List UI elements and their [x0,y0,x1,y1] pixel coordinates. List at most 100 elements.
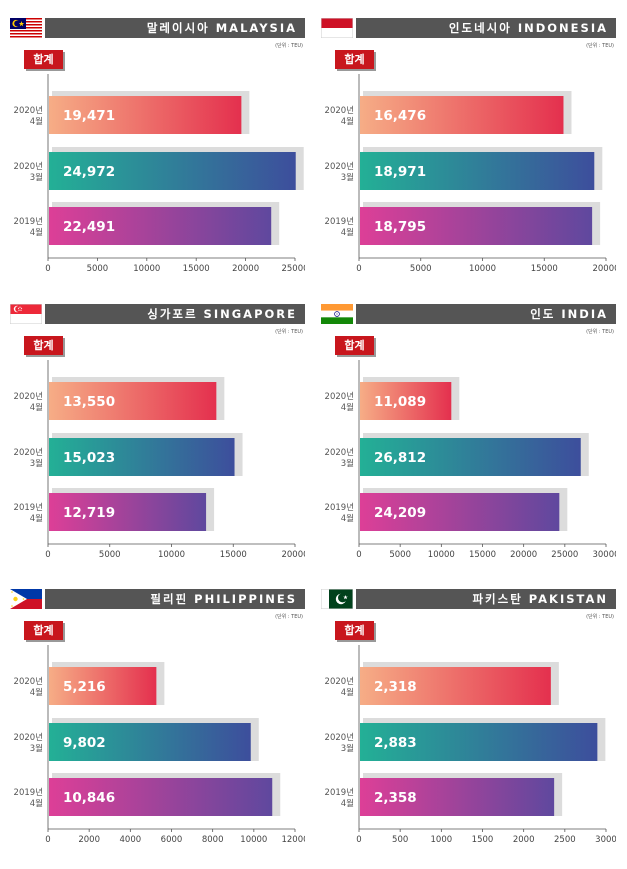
bar [360,438,581,476]
category-label: 4월 [30,798,43,809]
panel-title: 파키스탄 PAKISTAN [472,592,608,606]
x-tick-label: 5000 [99,550,121,560]
panel-pakistan: 파키스탄 PAKISTAN (단위 : TEU) 합계 0 500 1000 1500… [316,587,616,869]
x-tick-label: 10000 [428,550,455,560]
x-tick-label: 5000 [389,550,411,560]
bar [49,438,235,476]
panel-title: 인도 INDIA [530,307,608,321]
bar [49,723,251,761]
bar [360,96,564,134]
pakistan-flag-icon [321,589,353,609]
unit-label: (단위 : TEU) [586,329,614,335]
bar-chart: 0500010000150002000013,5502020년4월15,0232… [14,360,305,560]
x-tick-label: 5000 [87,264,109,274]
bar-value-label: 10,846 [63,790,115,806]
x-tick-label: 3000 [595,835,616,845]
bar [49,778,273,816]
bar-chart: 050001000015000200002500019,4712020년4월24… [14,74,305,274]
category-label: 3월 [341,743,354,754]
x-tick-label: 15000 [183,264,210,274]
bar [49,96,242,134]
category-label: 3월 [341,172,354,183]
bar [360,667,551,705]
x-tick-label: 15000 [469,550,496,560]
bar [360,778,555,816]
bar-value-label: 15,023 [63,450,115,466]
bar-value-label: 2,883 [374,735,417,751]
bar [49,152,296,190]
category-label: 2020년 [14,676,43,687]
category-label: 2020년 [325,391,354,402]
bar [49,667,157,705]
total-badge: 합계 [335,336,374,355]
x-tick-label: 30000 [592,550,616,560]
x-tick-label: 0 [45,835,50,845]
total-badge: 합계 [24,50,63,69]
category-label: 4월 [30,227,43,238]
category-label: 4월 [341,687,354,698]
panel-title: 인도네시아 INDONESIA [448,21,608,35]
bar-value-label: 26,812 [374,450,426,466]
panel-philippines: 필리핀 PHILIPPINES (단위 : TEU) 합계 0 2000 4000 6… [5,587,305,869]
malaysia-flag-icon [10,18,42,38]
bar-value-label: 24,972 [63,164,115,180]
x-tick-label: 0 [356,835,361,845]
panel-title-bar: 싱가포르 SINGAPORE [45,304,305,324]
total-badge: 합계 [335,50,374,69]
philippines-flag-icon [10,589,42,609]
x-tick-label: 1000 [431,835,453,845]
category-label: 4월 [341,513,354,524]
category-label: 2020년 [14,391,43,402]
x-tick-label: 1500 [472,835,494,845]
panel-title-bar: 인도 INDIA [356,304,616,324]
total-badge: 합계 [335,621,374,640]
panel-title: 싱가포르 SINGAPORE [147,307,297,321]
category-label: 2020년 [325,161,354,172]
bar [49,493,207,531]
category-label: 2019년 [14,216,43,227]
panel-singapore: 싱가포르 SINGAPORE (단위 : TEU) 합계 0 5000 10000 1… [5,302,305,584]
x-tick-label: 8000 [202,835,224,845]
x-tick-label: 0 [356,264,361,274]
panel-malaysia: 말레이시아 MALAYSIA (단위 : TEU) 합계 0 5000 10000 1… [5,16,305,298]
bar-value-label: 22,491 [63,219,115,235]
panel-title: 필리핀 PHILIPPINES [150,592,297,606]
bar [49,207,272,245]
bar [360,723,598,761]
category-label: 2020년 [325,105,354,116]
x-tick-label: 15000 [220,550,247,560]
x-tick-label: 5000 [410,264,432,274]
x-tick-label: 10000 [240,835,267,845]
singapore-flag-icon [10,304,42,324]
bar-value-label: 18,971 [374,164,426,180]
category-label: 2019년 [14,502,43,513]
category-label: 2020년 [14,732,43,743]
x-tick-label: 10000 [158,550,185,560]
bar-chart: 0500010000150002000016,4762020년4월18,9712… [325,74,616,274]
bar-value-label: 18,795 [374,219,426,235]
x-tick-label: 10000 [133,264,160,274]
x-tick-label: 6000 [161,835,183,845]
x-tick-label: 2000 [513,835,535,845]
bar [360,493,560,531]
category-label: 4월 [341,116,354,127]
unit-label: (단위 : TEU) [586,614,614,620]
bar-chart: 0 5000 10000 15000 20000 25000 30000 11,089 2020… [325,360,616,560]
india-flag-icon [321,304,353,324]
x-tick-label: 0 [45,264,50,274]
bar [360,382,452,420]
category-label: 2020년 [14,447,43,458]
bar-value-label: 9,802 [63,735,106,751]
category-label: 4월 [341,798,354,809]
category-label: 2020년 [325,447,354,458]
category-label: 4월 [30,513,43,524]
x-tick-label: 20000 [232,264,259,274]
bar [360,152,595,190]
category-label: 2020년 [325,732,354,743]
x-tick-label: 25000 [551,550,578,560]
x-tick-label: 12000 [281,835,305,845]
category-label: 4월 [341,402,354,413]
bar-value-label: 2,318 [374,679,417,695]
total-badge: 합계 [24,621,63,640]
indonesia-flag-icon [321,18,353,38]
